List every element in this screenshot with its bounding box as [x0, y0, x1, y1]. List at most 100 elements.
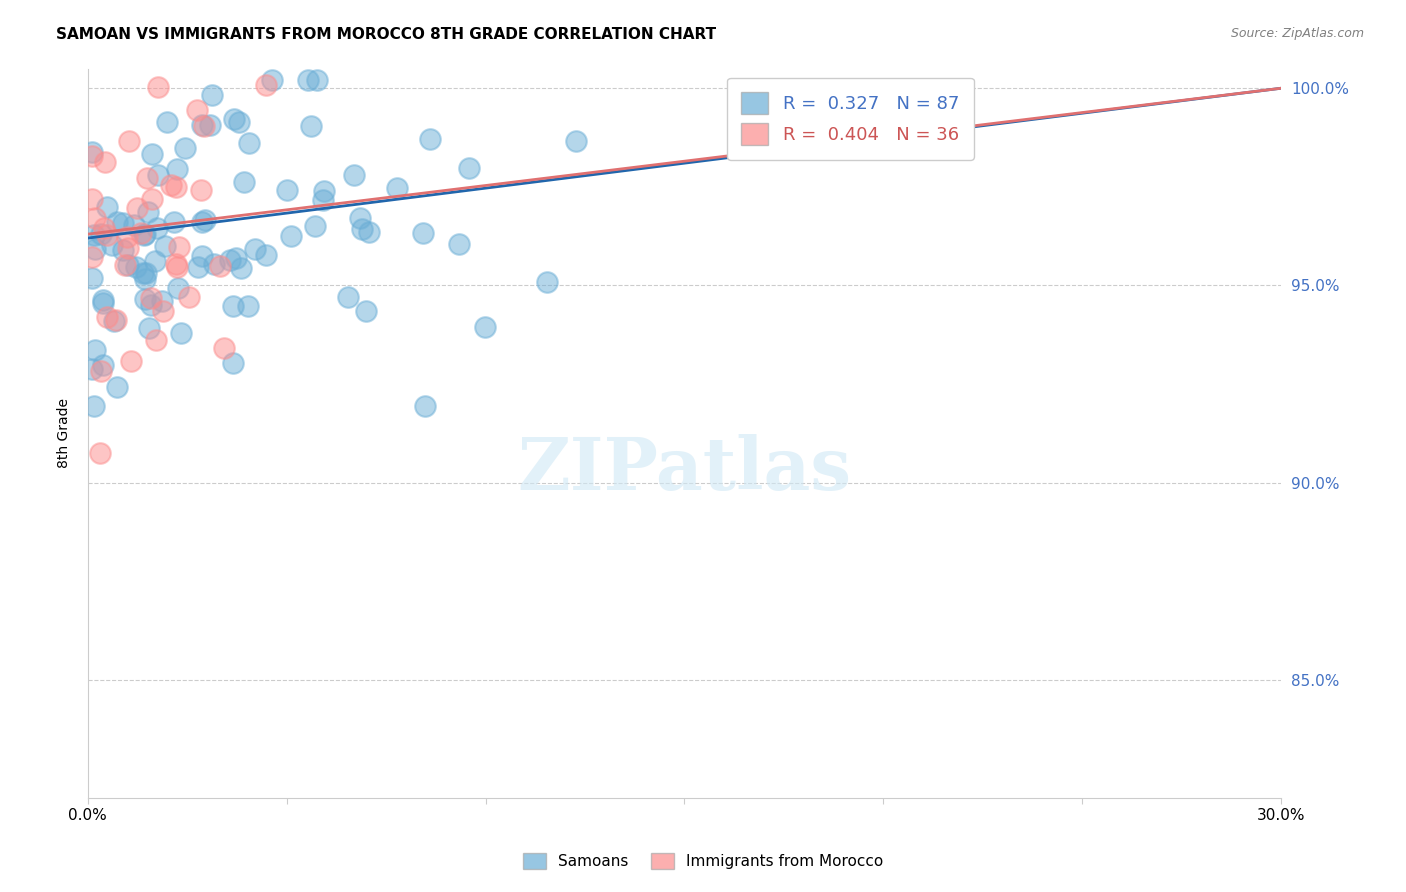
Point: [209, 259, 232, 273]
Point: [254, 78, 277, 93]
Point: [218, 253, 240, 268]
Point: [236, 299, 259, 313]
Text: Source: ZipAtlas.com: Source: ZipAtlas.com: [1230, 27, 1364, 40]
Point: [187, 260, 209, 274]
Point: [474, 320, 496, 334]
Text: SAMOAN VS IMMIGRANTS FROM MOROCCO 8TH GRADE CORRELATION CHART: SAMOAN VS IMMIGRANTS FROM MOROCCO 8TH GR…: [56, 27, 717, 42]
Point: [136, 205, 159, 219]
Point: [457, 161, 479, 175]
Point: [343, 168, 366, 182]
Point: [84, 242, 107, 256]
Point: [125, 202, 148, 216]
Point: [354, 304, 377, 318]
Point: [191, 118, 214, 132]
Point: [101, 238, 124, 252]
Point: [165, 257, 187, 271]
Point: [91, 358, 114, 372]
Point: [337, 290, 360, 304]
Point: [83, 399, 105, 413]
Point: [80, 148, 103, 162]
Y-axis label: 8th Grade: 8th Grade: [58, 399, 72, 468]
Point: [221, 356, 243, 370]
Legend: Samoans, Immigrants from Morocco: Samoans, Immigrants from Morocco: [516, 847, 890, 875]
Point: [166, 260, 188, 274]
Point: [84, 211, 107, 225]
Point: [145, 333, 167, 347]
Point: [132, 228, 155, 243]
Point: [80, 250, 103, 264]
Point: [163, 215, 186, 229]
Point: [350, 222, 373, 236]
Point: [96, 200, 118, 214]
Point: [307, 73, 329, 87]
Point: [145, 253, 167, 268]
Point: [229, 260, 252, 275]
Point: [118, 134, 141, 148]
Point: [280, 229, 302, 244]
Point: [139, 297, 162, 311]
Point: [201, 88, 224, 103]
Point: [146, 80, 169, 95]
Point: [191, 215, 214, 229]
Point: [228, 115, 250, 129]
Point: [536, 275, 558, 289]
Point: [132, 266, 155, 280]
Point: [198, 118, 221, 132]
Point: [299, 120, 322, 134]
Point: [173, 141, 195, 155]
Point: [254, 248, 277, 262]
Point: [186, 103, 208, 117]
Point: [112, 243, 135, 257]
Point: [167, 281, 190, 295]
Point: [90, 227, 112, 241]
Point: [165, 180, 187, 194]
Point: [122, 218, 145, 232]
Point: [89, 446, 111, 460]
Point: [166, 161, 188, 176]
Point: [233, 175, 256, 189]
Point: [117, 241, 139, 255]
Point: [191, 249, 214, 263]
Point: [111, 216, 134, 230]
Point: [90, 364, 112, 378]
Point: [169, 326, 191, 341]
Point: [141, 192, 163, 206]
Point: [311, 193, 333, 207]
Point: [314, 184, 336, 198]
Point: [91, 293, 114, 307]
Point: [105, 380, 128, 394]
Point: [105, 313, 128, 327]
Point: [83, 228, 105, 243]
Point: [419, 131, 441, 145]
Point: [83, 343, 105, 357]
Point: [193, 119, 215, 133]
Point: [139, 291, 162, 305]
Point: [190, 183, 212, 197]
Point: [276, 183, 298, 197]
Point: [80, 362, 103, 376]
Point: [117, 258, 139, 272]
Point: [357, 225, 380, 239]
Point: [167, 240, 190, 254]
Point: [212, 342, 235, 356]
Point: [160, 178, 183, 193]
Point: [80, 192, 103, 206]
Point: [93, 295, 115, 310]
Point: [136, 170, 159, 185]
Point: [93, 221, 115, 235]
Point: [135, 267, 157, 281]
Point: [243, 242, 266, 256]
Point: [156, 115, 179, 129]
Point: [413, 399, 436, 413]
Point: [114, 258, 136, 272]
Point: [775, 128, 797, 143]
Point: [177, 290, 200, 304]
Point: [412, 226, 434, 240]
Point: [105, 215, 128, 229]
Point: [260, 73, 283, 87]
Point: [134, 227, 156, 241]
Point: [194, 213, 217, 227]
Text: ZIPatlas: ZIPatlas: [517, 434, 852, 505]
Point: [297, 73, 319, 87]
Point: [141, 146, 163, 161]
